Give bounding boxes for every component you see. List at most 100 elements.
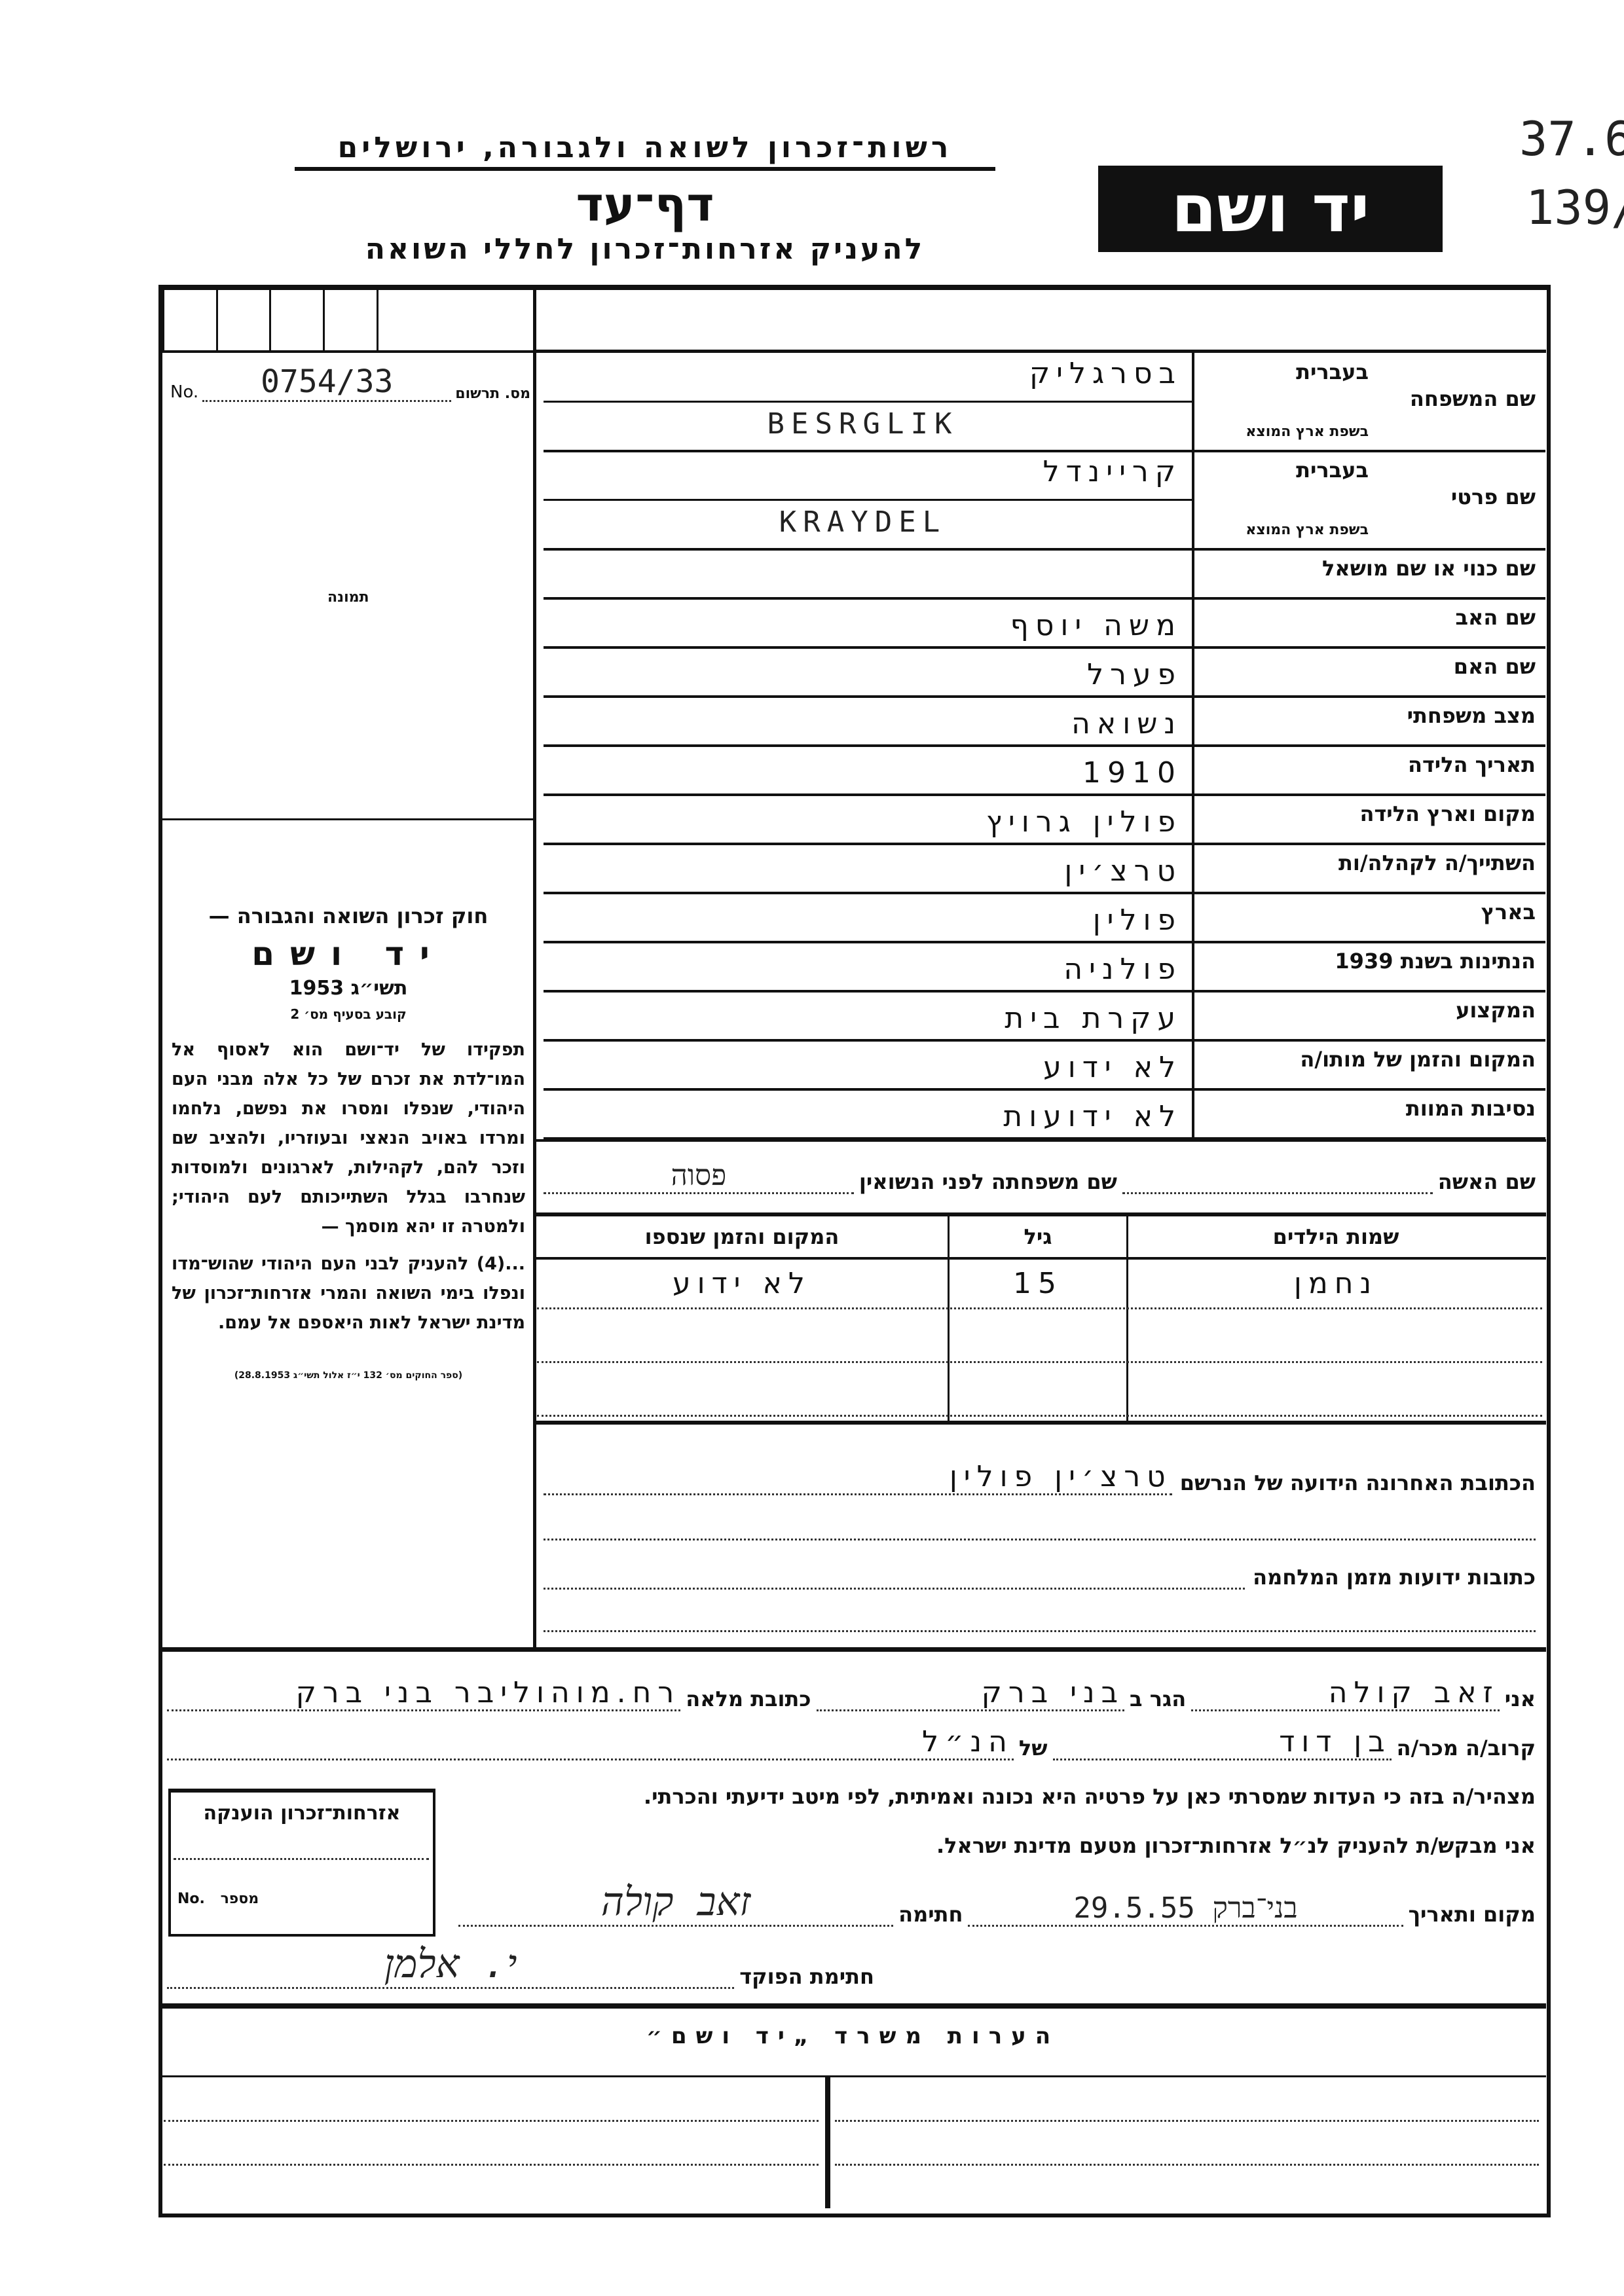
- law-para-2: ...(4) להעניק לבני העם היהודי שהוש־מדו ו…: [172, 1254, 525, 1333]
- code-cells: [162, 288, 533, 353]
- official-signature: י. אלמן: [167, 1941, 735, 1989]
- field-sublabel: בשפת ארץ המוצא: [1246, 522, 1369, 538]
- field-label: המקום והזמן של מותו/ה: [1300, 1047, 1536, 1072]
- child-row-line: [537, 1415, 1542, 1417]
- photo-divider: [162, 818, 533, 820]
- remarks-top-line: [160, 2003, 1546, 2009]
- last-address-value: טרצ׳ין פולין: [544, 1460, 1172, 1495]
- field-value: פערל: [1087, 658, 1182, 691]
- field-value-latin: KRAYDEL: [779, 505, 947, 539]
- remarks-divider: [825, 2077, 830, 2208]
- field-value: לא ידוע: [1043, 1051, 1182, 1084]
- i-label: אני: [1504, 1686, 1536, 1711]
- no-label: No.: [170, 382, 199, 402]
- address-line: [544, 1630, 1536, 1632]
- resides-label: הגר ב: [1130, 1686, 1187, 1711]
- field-value: נשואה: [1071, 707, 1182, 740]
- children-top-line: [534, 1212, 1546, 1216]
- official-sign-row: חתימת הפוקד י. אלמן: [167, 1941, 874, 1989]
- form-subtitle: להעניק אזרחות־זכרון לחללי השואה: [365, 232, 925, 266]
- law-para-1: תפקידו של יד־ושם הוא לאסוף אל המו־לדת את…: [172, 1040, 525, 1237]
- field-row-line: [544, 990, 1545, 993]
- field-value: משה יוסף: [1010, 609, 1182, 642]
- law-year: תשי״ג 1953: [289, 977, 408, 1000]
- field-label: תאריך הלידה: [1407, 752, 1536, 777]
- child-cell: 15: [1013, 1267, 1063, 1300]
- photo-label: תמונה: [327, 589, 369, 606]
- field-value: פולניה: [1063, 953, 1182, 986]
- child-cell: נחמן: [1293, 1267, 1378, 1300]
- field-row-line: [544, 597, 1545, 600]
- children-col-divider: [948, 1216, 950, 1421]
- field-subrow-line: [544, 401, 1192, 403]
- citizenship-granted-title: אזרחות־זכרון הוענקה: [203, 1802, 401, 1825]
- field-row-line: [544, 548, 1545, 551]
- handwritten-ref-2: 139/: [1526, 180, 1624, 235]
- children-header-line: [534, 1257, 1546, 1260]
- address-line: [544, 1539, 1536, 1540]
- official-signature-label: חתימת הפוקד: [739, 1964, 874, 1989]
- law-name: יד ושם: [251, 935, 445, 973]
- stamp-number: No. מספר: [177, 1891, 259, 1907]
- resides-value: בני ברק: [816, 1676, 1125, 1711]
- declarant-row: אני זאב קולה הגר ב בני ברק כתובת מלאה רח…: [167, 1676, 1536, 1711]
- field-value: פולין גרויץ: [986, 805, 1182, 839]
- law-title: חוק זכרון השואה והגבורה —: [208, 903, 489, 928]
- logo-text: יד ושם: [1171, 170, 1370, 247]
- law-box: חוק זכרון השואה והגבורה — יד ושם תשי״ג 1…: [172, 903, 525, 1381]
- field-value: פולין: [1092, 903, 1182, 937]
- of-label: של: [1018, 1736, 1048, 1760]
- field-sublabel: בעברית: [1296, 359, 1369, 384]
- field-row-line: [544, 744, 1545, 747]
- field-label: שם האב: [1455, 605, 1536, 630]
- wife-label: שם האשה: [1437, 1169, 1536, 1194]
- children-header: שמות הילדים: [1272, 1224, 1399, 1249]
- remarks-line: [835, 2164, 1539, 2166]
- request-text: אני מבקש/ת להעניק לנ״ל אזרחות־זכרון מטעם…: [936, 1833, 1536, 1858]
- declaration-text: מצהיר/ה בזה כי העדות שמסרתי כאן על פרטיה…: [643, 1784, 1536, 1809]
- declarant-name: זאב קולה: [1191, 1676, 1500, 1711]
- relative-label: קרוב/ה מכר/ה: [1396, 1736, 1536, 1760]
- top-row-divider: [534, 350, 1546, 353]
- left-column-divider: [533, 286, 536, 1648]
- field-subrow-line: [544, 499, 1192, 501]
- relative-value: בן דוד: [1052, 1725, 1392, 1760]
- field-value: טרצ׳ין: [1064, 854, 1182, 888]
- field-label: המקצוע: [1456, 998, 1536, 1023]
- yad-vashem-logo: יד ושם: [1098, 166, 1443, 252]
- field-value: 1910: [1082, 756, 1182, 790]
- field-label: שם האם: [1453, 654, 1536, 679]
- field-value-hebrew: קריינדל: [1043, 455, 1182, 488]
- field-row-line: [544, 793, 1545, 796]
- remarks-title: הערות משרד „יד ושם״: [646, 2023, 1060, 2049]
- field-row-line: [544, 695, 1545, 698]
- child-row-line: [537, 1361, 1542, 1363]
- field-value-hebrew: בסרגליק: [1029, 357, 1182, 390]
- field-row-line: [544, 1039, 1545, 1042]
- handwritten-ref-1: 37.6: [1519, 111, 1624, 166]
- children-bottom-line: [534, 1421, 1546, 1425]
- form-frame: [158, 285, 1551, 2217]
- field-sublabel: בשפת ארץ המוצא: [1246, 424, 1369, 440]
- field-value: לא ידועות: [1003, 1100, 1182, 1133]
- remarks-line: [835, 2120, 1539, 2122]
- registration-number: No. 0754/33 מס. תרשום: [170, 363, 530, 402]
- last-address-label: הכתובת האחרונה הידועה של הנרשם: [1179, 1470, 1536, 1495]
- field-row-line: [544, 450, 1545, 452]
- full-address-label: כתובת מלאה: [686, 1686, 811, 1711]
- remarks-line: [164, 2164, 819, 2166]
- field-label: שם פרטי: [1450, 484, 1536, 509]
- children-header: גיל: [1024, 1224, 1052, 1249]
- org-name: רשות־זכרון לשואה ולגבורה, ירושלים: [295, 131, 995, 171]
- declaration-top-line: [160, 1647, 1546, 1652]
- children-header: המקום והזמן שנספו: [644, 1224, 840, 1249]
- field-label: נסיבות המוות: [1405, 1096, 1536, 1121]
- stamp-number-label: מספר: [220, 1891, 259, 1907]
- stamp-no-label: No.: [177, 1891, 205, 1907]
- field-label: שם המשפחה: [1409, 386, 1536, 411]
- field-row-line: [544, 892, 1545, 894]
- war-address-row: כתובות ידועות מזמן המלחמה: [544, 1565, 1536, 1590]
- law-source: (ספר החוקים מס׳ 132 י״ז אלול תשי״ג 28.8.…: [234, 1370, 463, 1381]
- last-address-row: הכתובת האחרונה הידועה של הנרשם טרצ׳ין פו…: [544, 1460, 1536, 1495]
